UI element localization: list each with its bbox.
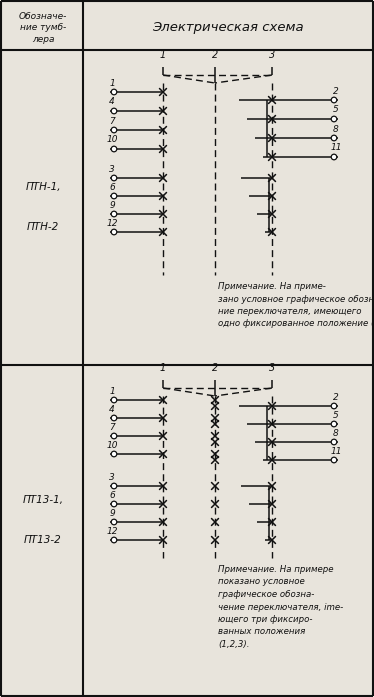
Text: 3: 3 bbox=[269, 50, 275, 60]
Circle shape bbox=[331, 116, 337, 122]
Text: 1: 1 bbox=[160, 363, 166, 373]
Text: Примечание. На приме-
зано условное графическое обозначе-
ние переключателя, име: Примечание. На приме- зано условное граф… bbox=[218, 282, 374, 328]
Text: 5: 5 bbox=[333, 411, 339, 420]
Text: 6: 6 bbox=[109, 491, 115, 500]
Text: 1: 1 bbox=[109, 79, 115, 88]
Circle shape bbox=[331, 439, 337, 445]
Circle shape bbox=[111, 415, 117, 421]
Text: 4: 4 bbox=[109, 404, 115, 413]
Text: 9: 9 bbox=[109, 509, 115, 517]
Text: Примечание. На примере
показано условное
графическое обозна-
чение переключателя: Примечание. На примере показано условное… bbox=[218, 565, 343, 649]
Text: 2: 2 bbox=[333, 86, 339, 95]
Text: 7: 7 bbox=[109, 422, 115, 431]
Text: 1: 1 bbox=[160, 50, 166, 60]
Text: 3: 3 bbox=[109, 473, 115, 482]
Text: 2: 2 bbox=[333, 392, 339, 401]
Circle shape bbox=[111, 229, 117, 235]
Circle shape bbox=[111, 146, 117, 152]
Text: 10: 10 bbox=[106, 441, 118, 450]
Text: 6: 6 bbox=[109, 183, 115, 192]
Text: Обозначе-
ние тумб-
лера: Обозначе- ние тумб- лера bbox=[19, 12, 67, 44]
Circle shape bbox=[111, 434, 117, 439]
Circle shape bbox=[111, 501, 117, 507]
Text: ПТ13-1,

ПТ13-2: ПТ13-1, ПТ13-2 bbox=[22, 496, 64, 544]
Text: 8: 8 bbox=[333, 125, 339, 134]
Circle shape bbox=[111, 175, 117, 181]
Circle shape bbox=[331, 154, 337, 160]
Text: 8: 8 bbox=[333, 429, 339, 438]
Text: 2: 2 bbox=[212, 50, 218, 60]
Text: ПТН-1,

ПТН-2: ПТН-1, ПТН-2 bbox=[25, 183, 61, 231]
Circle shape bbox=[331, 97, 337, 102]
Circle shape bbox=[331, 421, 337, 427]
Circle shape bbox=[111, 483, 117, 489]
Text: 4: 4 bbox=[109, 98, 115, 107]
Circle shape bbox=[111, 519, 117, 525]
Text: 10: 10 bbox=[106, 135, 118, 144]
Circle shape bbox=[111, 451, 117, 457]
Circle shape bbox=[111, 211, 117, 217]
Circle shape bbox=[111, 127, 117, 133]
Text: Электрическая схема: Электрическая схема bbox=[152, 20, 304, 33]
Circle shape bbox=[331, 457, 337, 463]
Text: 5: 5 bbox=[333, 105, 339, 114]
Circle shape bbox=[111, 397, 117, 403]
Text: 2: 2 bbox=[212, 363, 218, 373]
Circle shape bbox=[111, 537, 117, 543]
Text: 9: 9 bbox=[109, 201, 115, 210]
Circle shape bbox=[331, 135, 337, 141]
Text: 11: 11 bbox=[330, 144, 342, 153]
Text: 11: 11 bbox=[330, 447, 342, 456]
Circle shape bbox=[111, 89, 117, 95]
Text: 1: 1 bbox=[109, 387, 115, 395]
Circle shape bbox=[331, 403, 337, 409]
Text: 3: 3 bbox=[269, 363, 275, 373]
Circle shape bbox=[111, 193, 117, 199]
Text: 12: 12 bbox=[106, 218, 118, 227]
Text: 3: 3 bbox=[109, 164, 115, 174]
Text: 7: 7 bbox=[109, 116, 115, 125]
Circle shape bbox=[111, 108, 117, 114]
Text: 12: 12 bbox=[106, 526, 118, 535]
